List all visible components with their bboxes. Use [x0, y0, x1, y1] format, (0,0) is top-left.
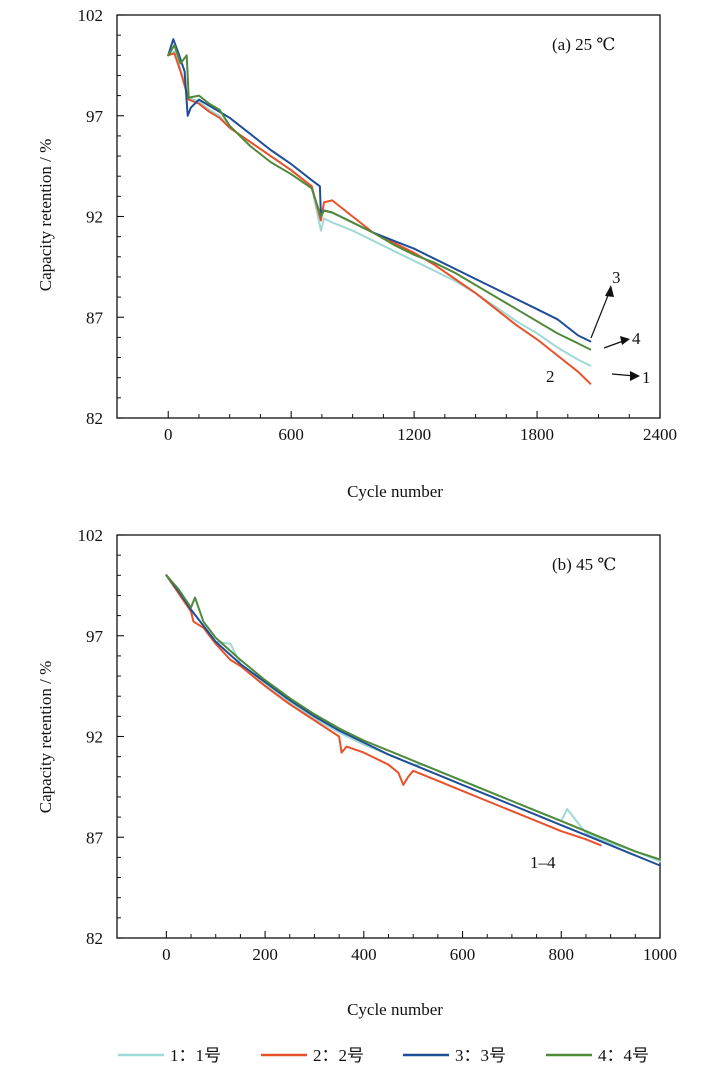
annotation-arrowhead-1: [630, 371, 640, 381]
panel-b-series-4-line: [165, 574, 661, 861]
panel-b-label: (b) 45 ℃: [552, 555, 616, 574]
annotation-label-3: 3: [612, 268, 621, 287]
panel-b-y-axis-title: Capacity retention / %: [36, 661, 55, 813]
panel-b-x-axis-title: Cycle number: [347, 1000, 443, 1019]
panel-a-y-tick-label: 87: [86, 308, 104, 327]
panel-b-x-tick-label: 400: [351, 945, 377, 964]
panel-a-x-tick-label: 1800: [520, 425, 554, 444]
annotation-label-4: 4: [632, 329, 641, 348]
panel-b-series-1-line: [165, 574, 661, 863]
annotation-label-2: 2: [546, 367, 555, 386]
panel-a-series: [167, 38, 592, 385]
annotation-label-1: 1: [642, 368, 651, 387]
panel-b-x-tick-label: 800: [549, 945, 575, 964]
panel-b-y-tick-label: 82: [86, 929, 103, 948]
panel-a-series-4-line: [167, 44, 592, 351]
panel-a-series-1-line: [167, 50, 592, 367]
panel-a-x-tick-label: 0: [164, 425, 173, 444]
panel-b-x-tick-label: 0: [162, 945, 171, 964]
legend-label-1: 1：1号: [170, 1046, 221, 1065]
panel-a-plot-frame: [116, 14, 661, 419]
panel-b-x-tick-label: 1000: [643, 945, 677, 964]
panel-a-ticks: 0 600 1200 1800 2400 82 87 92 97 102: [78, 6, 678, 444]
annotation-label-1-4: 1–4: [530, 853, 556, 872]
panel-b-y-tick-label: 97: [86, 627, 104, 646]
panel-a-y-tick-label: 97: [86, 107, 104, 126]
panel-a-series-3-line: [167, 38, 592, 343]
panel-a-x-tick-label: 600: [278, 425, 304, 444]
legend-label-2: 2：2号: [313, 1046, 364, 1065]
panel-a-y-tick-label: 82: [86, 409, 103, 428]
panel-b-y-tick-label: 87: [86, 828, 104, 847]
panel-b-plot-frame: [116, 534, 661, 939]
annotation-arrowhead-4: [620, 336, 630, 345]
legend-label-4: 4：4号: [598, 1046, 649, 1065]
panel-a-y-tick-label: 102: [78, 6, 104, 25]
panel-a-y-tick-label: 92: [86, 208, 103, 227]
panel-b-y-tick-label: 102: [78, 526, 104, 545]
panel-b-series: [165, 574, 661, 867]
panel-a-x-tick-label: 2400: [643, 425, 677, 444]
annotation-arrow-3: [590, 287, 612, 339]
panel-b-series-2-line: [165, 574, 602, 847]
legend-label-3: 3：3号: [455, 1046, 506, 1065]
panel-a-y-axis-title: Capacity retention / %: [36, 139, 55, 291]
panel-b-series-3-line: [165, 574, 661, 867]
panel-a-x-axis-title: Cycle number: [347, 482, 443, 501]
panel-a-x-tick-label: 1200: [397, 425, 431, 444]
panel-b-ticks: 0 200 400 600 800 1000 82 87 92 97 102: [78, 526, 678, 964]
panel-b-x-tick-label: 200: [252, 945, 278, 964]
panel-a-series-2-line: [167, 52, 592, 385]
legend: 1：1号 2：2号 3：3号 4：4号: [118, 1046, 649, 1065]
panel-b-y-tick-label: 92: [86, 728, 103, 747]
panel-b-x-tick-label: 600: [450, 945, 476, 964]
panel-a-label: (a) 25 ℃: [552, 35, 615, 54]
panel-b-45c: 0 200 400 600 800 1000 82 87 92 97 102 (b) 45 ℃ Cy…: [36, 526, 677, 1019]
annotation-arrowhead-3: [605, 285, 614, 297]
panel-a-25c: 0 600 1200 1800 2400 82 87 92 97 102 (a) 25 ℃ Cyc…: [36, 6, 677, 501]
